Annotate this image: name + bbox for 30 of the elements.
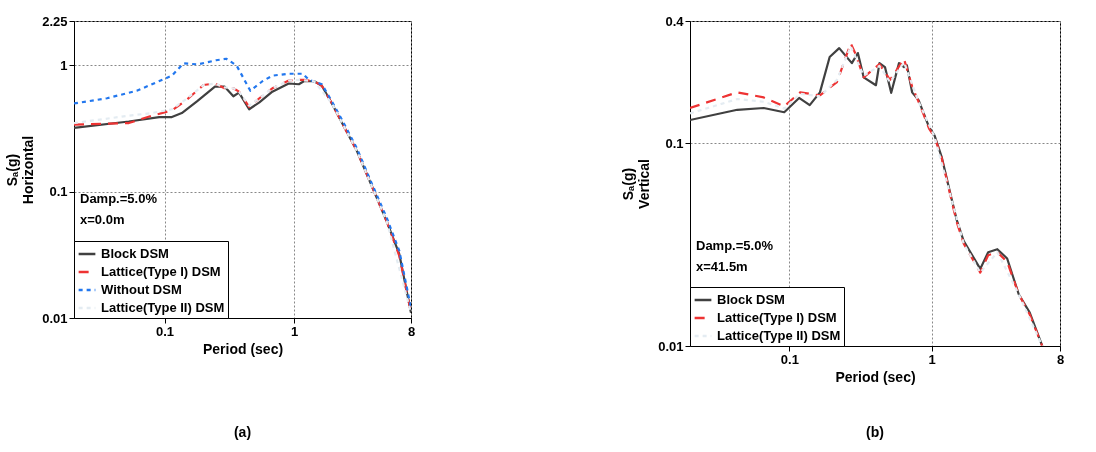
y-tick-label: 2.25	[42, 13, 68, 29]
x-tick-label: 1	[290, 323, 299, 339]
y-tick-label: 0.4	[665, 13, 685, 29]
legend-label: Lattice(Type II) DSM	[717, 328, 841, 343]
legend-label: Without DSM	[101, 282, 182, 297]
annotation: Damp.=5.0%	[80, 191, 158, 206]
annotation: Damp.=5.0%	[696, 238, 774, 253]
annotation: x=0.0m	[80, 212, 125, 227]
x-tick-label: 8	[1056, 351, 1065, 367]
x-tick-label: 8	[407, 323, 416, 339]
legend-label: Lattice(Type I) DSM	[101, 264, 221, 279]
legend-label: Block DSM	[101, 246, 169, 261]
y-tick-label: 0.1	[665, 135, 684, 151]
y-tick-label: 0.01	[658, 338, 684, 354]
y-tick-label: 1	[60, 57, 68, 73]
x-axis-title: Period (sec)	[202, 340, 284, 357]
y-tick-label: 0.1	[49, 184, 68, 200]
annotation: x=41.5m	[696, 259, 748, 274]
text: (b)	[866, 424, 884, 440]
y-axis-title: Sₐ(g) Vertical	[620, 159, 653, 209]
x-tick-label: 1	[928, 351, 936, 367]
legend-label: Block DSM	[717, 292, 785, 307]
x-axis-title: Period (sec)	[835, 368, 916, 385]
legend-label: Lattice(Type I) DSM	[717, 310, 837, 325]
y-axis-title: Sₐ(g) Horizontal	[4, 135, 37, 205]
x-tick-label: 0.1	[780, 351, 799, 367]
legend-label: Lattice(Type II) DSM	[101, 300, 225, 315]
x-tick-label: 0.1	[155, 323, 175, 339]
y-tick-label: 0.01	[42, 310, 68, 326]
text: (a)	[233, 424, 252, 440]
